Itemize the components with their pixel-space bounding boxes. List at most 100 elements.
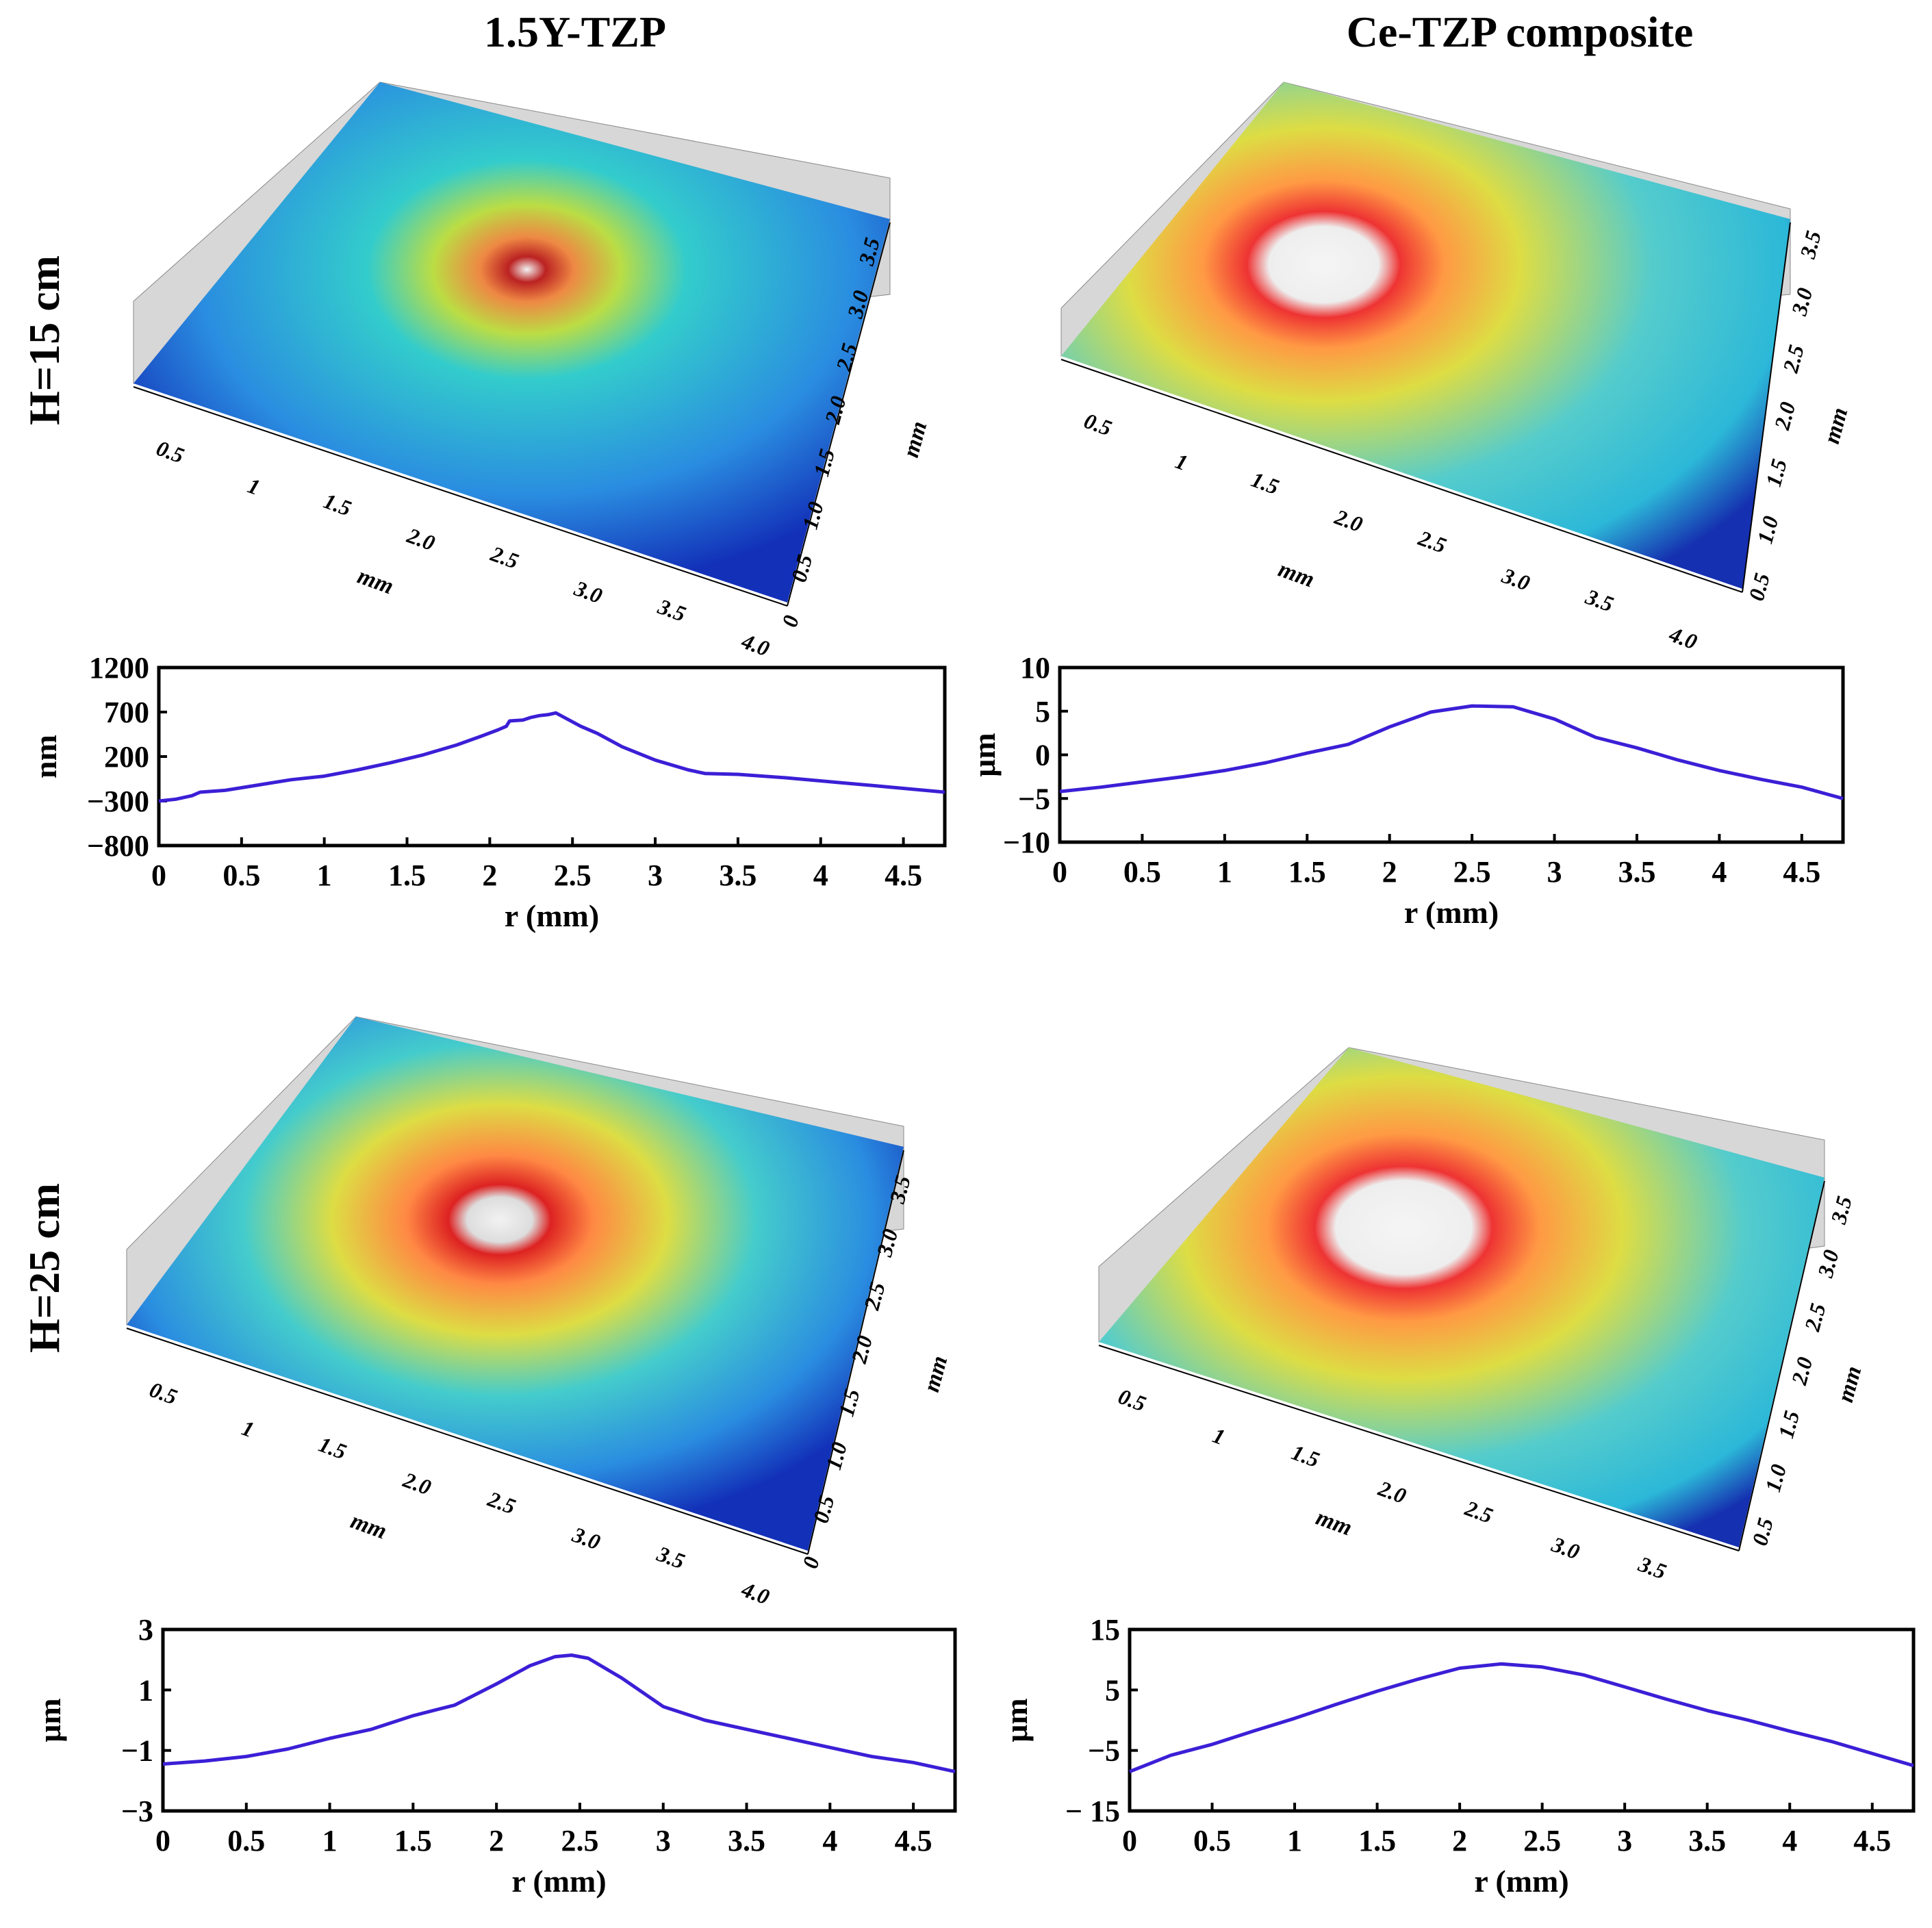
surface-plot-ytzp-h25: mm mm 0.5 1 1.5 2.0 2.5 3.0 3.5 4.0 0 0.5 1.0 1.5 2.…: [103, 1010, 993, 1612]
y-tick-label: 5: [1105, 1673, 1120, 1707]
x-tick-label: 3: [656, 1824, 671, 1857]
y-tick-label: −5: [1018, 782, 1050, 815]
surface-y-axis-unit: mm: [919, 1353, 952, 1395]
surface-x-axis-unit: mm: [1275, 557, 1317, 593]
surface-x-tick-label: 3.5: [654, 594, 689, 626]
x-axis-label: r (mm): [1404, 895, 1499, 930]
surface-y-tick-label: 0: [798, 1554, 824, 1571]
x-tick-label: 4.5: [1853, 1824, 1891, 1857]
row-label-h15: H=15 cm: [20, 255, 68, 425]
surface-x-axis-unit: mm: [354, 563, 396, 600]
x-tick-label: 2.5: [1453, 855, 1491, 889]
x-tick-label: 0.5: [1193, 1824, 1231, 1857]
surface-map: [1061, 82, 1790, 589]
surface-x-axis-unit: mm: [347, 1508, 390, 1545]
y-tick-label: −300: [87, 785, 149, 818]
surface-x-tick-label: 2.0: [1375, 1475, 1410, 1508]
surface-plot-ce-h15: mm mm 0.5 1 1.5 2.0 2.5 3.0 3.5 4.0 0.5 1.0 1.5 2.0…: [1051, 75, 1932, 671]
plot-frame: [157, 665, 947, 848]
x-tick-label: 2.5: [554, 859, 592, 892]
surface-map: [1099, 1048, 1825, 1547]
y-tick-label: −800: [87, 829, 149, 863]
x-tick-label: 3: [1547, 855, 1562, 889]
row-label-h25: H=25 cm: [20, 1183, 68, 1353]
x-tick-label: 1: [317, 859, 332, 892]
series-line-profile: [162, 1653, 956, 1774]
surface-y-axis-unit: mm: [1819, 405, 1853, 446]
surface-x-tick-label: 3.5: [1582, 584, 1617, 617]
surface-x-tick-label: 3.5: [653, 1541, 688, 1574]
x-tick-label: 0: [1052, 855, 1067, 889]
surface-y-tick-label: 1.0: [1752, 513, 1783, 546]
surface-x-tick-label: 2.0: [1331, 504, 1366, 537]
surface-map: [127, 1017, 904, 1551]
y-tick-label: 10: [1020, 651, 1050, 685]
x-tick-label: 1: [322, 1824, 338, 1857]
surface-y-tick-label: 2.5: [1778, 342, 1809, 376]
y-tick-label: 5: [1035, 695, 1050, 728]
surface-y-tick-label: 2.0: [1786, 1354, 1817, 1388]
surface-x-tick-label: 0.5: [153, 435, 188, 468]
x-axis-label: r (mm): [1474, 1864, 1568, 1899]
plot-frame: [1128, 1627, 1916, 1813]
x-tick-label: 2: [489, 1824, 504, 1857]
y-tick-label: −10: [1003, 826, 1050, 859]
plot-frame: [1058, 665, 1845, 844]
surface-x-tick-label: 1.5: [320, 488, 355, 521]
x-tick-label: 4: [1782, 1824, 1797, 1857]
y-axis-label: nm: [28, 735, 63, 778]
x-tick-label: 3.5: [1688, 1824, 1726, 1857]
x-tick-label: 3: [1617, 1824, 1632, 1857]
surface-y-tick-label: 3.0: [1812, 1247, 1843, 1281]
surface-y-tick-label: 0: [777, 613, 804, 630]
x-tick-label: 4: [822, 1824, 837, 1857]
y-tick-label: 0: [1035, 739, 1050, 772]
y-tick-label: 3: [138, 1613, 153, 1647]
x-tick-label: 4.5: [895, 1824, 932, 1857]
x-tick-label: 2.5: [561, 1824, 598, 1857]
surface-x-tick-label: 1.5: [1288, 1440, 1323, 1473]
x-tick-label: 0.5: [227, 1824, 265, 1857]
x-tick-label: 1.5: [1288, 855, 1326, 889]
surface-y-axis-unit: mm: [898, 418, 932, 460]
surface-plot-ytzp-h15: mm mm 0.5 1 1.5 2.0 2.5 3.0 3.5 4.0 0 0.5 1.0 1.5 2.…: [103, 75, 993, 671]
surface-x-tick-label: 3.0: [1548, 1532, 1583, 1564]
surface-y-tick-label: 1.5: [1761, 457, 1792, 490]
x-tick-label: 1: [1287, 1824, 1302, 1857]
surface-y-tick-label: 2.0: [1769, 399, 1800, 433]
profile-chart-ce-h15: 0 0.5 1 1.5 2 2.5 3 3.5 4 4.5 10 5 0 −5 −10 r (mm) μm: [965, 644, 1932, 952]
surface-x-tick-label: 1.5: [316, 1432, 350, 1464]
surface-y-tick-label: 1.5: [1773, 1408, 1804, 1441]
surface-y-tick-label: 0.5: [1744, 570, 1775, 603]
x-tick-label: 3.5: [728, 1824, 765, 1857]
profile-chart-ytzp-h15: 0 0.5 1 1.5 2 2.5 3 3.5 4 4.5 1200 700 200 −300 −800 r …: [0, 644, 958, 952]
column-title-1: 1.5Y-TZP: [483, 8, 667, 56]
surface-x-tick-label: 1: [1210, 1423, 1228, 1449]
surface-x-tick-label: 3.0: [569, 1522, 604, 1555]
surface-y-tick-label: 3.5: [1826, 1193, 1857, 1227]
y-tick-label: − 15: [1065, 1794, 1120, 1828]
profile-chart-ce-h25: 0 0.5 1 1.5 2 2.5 3 3.5 4 4.5 15 5 −5 − 15 r (mm) μm: [965, 1602, 1932, 1924]
series-line-profile: [158, 711, 945, 803]
series-line-profile: [1129, 1662, 1914, 1773]
x-tick-label: 2: [1382, 855, 1397, 889]
surface-plot-ce-h25: mm mm 0.5 1 1.5 2.0 2.5 3.0 3.5 0.5 1.0 1.5 2.0 2.5…: [1089, 1041, 1931, 1609]
surface-x-tick-label: 0.5: [1115, 1384, 1149, 1417]
surface-map: [134, 82, 890, 602]
x-tick-label: 1.5: [1358, 1824, 1396, 1857]
x-tick-label: 0.5: [1123, 855, 1161, 889]
column-title-2: Ce-TZP composite: [1346, 8, 1694, 56]
x-tick-label: 2.5: [1523, 1824, 1561, 1857]
y-tick-label: −5: [1088, 1734, 1120, 1768]
surface-y-tick-label: 0.5: [1747, 1515, 1778, 1548]
surface-x-tick-label: 3.0: [1499, 563, 1534, 596]
surface-x-tick-label: 2.5: [484, 1486, 519, 1519]
surface-x-tick-label: 3.5: [1635, 1551, 1670, 1584]
surface-x-tick-label: 0.5: [147, 1377, 181, 1410]
surface-x-tick-label: 3.0: [571, 575, 606, 608]
x-axis-label: r (mm): [505, 898, 599, 933]
y-tick-label: 200: [104, 740, 149, 774]
x-tick-label: 4.5: [885, 859, 922, 892]
x-tick-label: 2: [482, 859, 497, 892]
x-axis-label: r (mm): [511, 1864, 606, 1899]
